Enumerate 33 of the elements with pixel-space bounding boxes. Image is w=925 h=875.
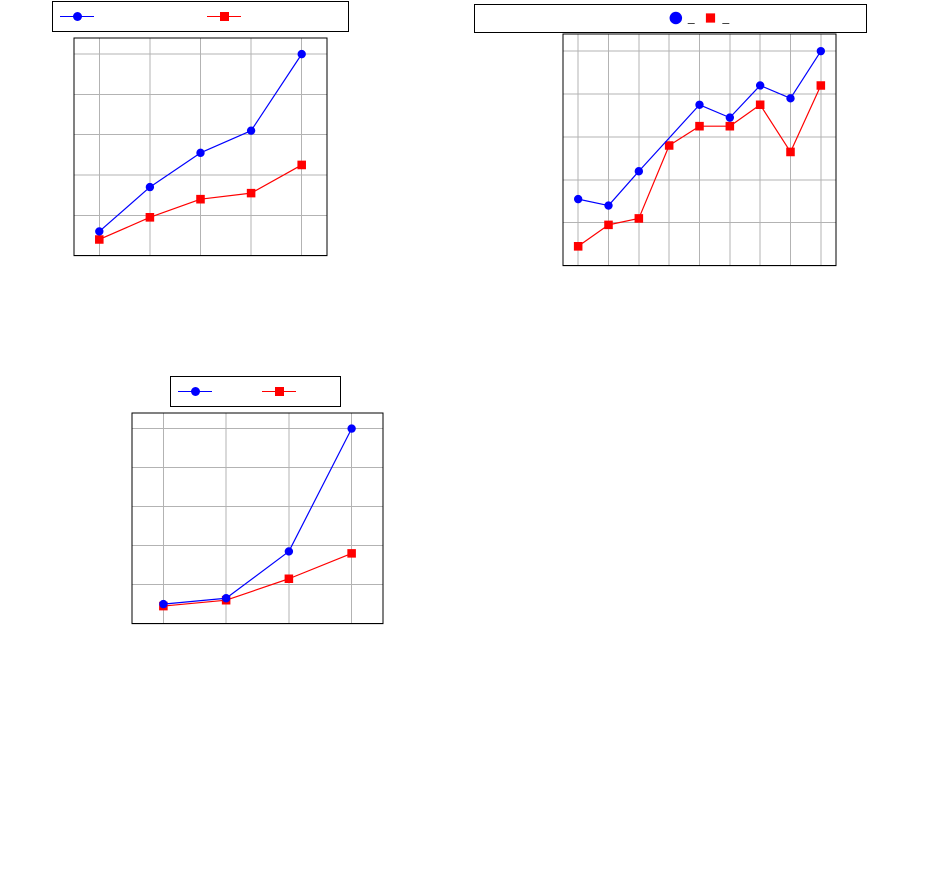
point: [95, 227, 104, 236]
point: [664, 141, 674, 150]
point: [347, 424, 356, 433]
point: [574, 194, 582, 204]
point: [347, 549, 356, 558]
point: [297, 160, 306, 170]
point: [284, 547, 294, 556]
point: [726, 122, 734, 130]
point: [726, 113, 734, 122]
point: [196, 194, 205, 204]
point: [246, 188, 256, 198]
point: [816, 46, 826, 56]
point: [634, 214, 644, 223]
legend-label: _: [722, 10, 730, 24]
point: [146, 213, 154, 222]
point: [95, 235, 104, 244]
point: [196, 148, 205, 158]
point: [284, 574, 294, 584]
point: [786, 148, 795, 156]
legend-label: _: [686, 10, 695, 24]
point: [146, 182, 154, 192]
point: [574, 242, 582, 251]
point: [634, 167, 644, 176]
point: [604, 220, 613, 230]
point: [246, 126, 256, 135]
point: [786, 94, 795, 103]
point: [695, 100, 704, 109]
point: [756, 81, 764, 90]
point: [756, 100, 764, 110]
point: [604, 201, 613, 210]
point: [695, 122, 704, 130]
point: [816, 81, 826, 90]
point: [298, 50, 306, 58]
